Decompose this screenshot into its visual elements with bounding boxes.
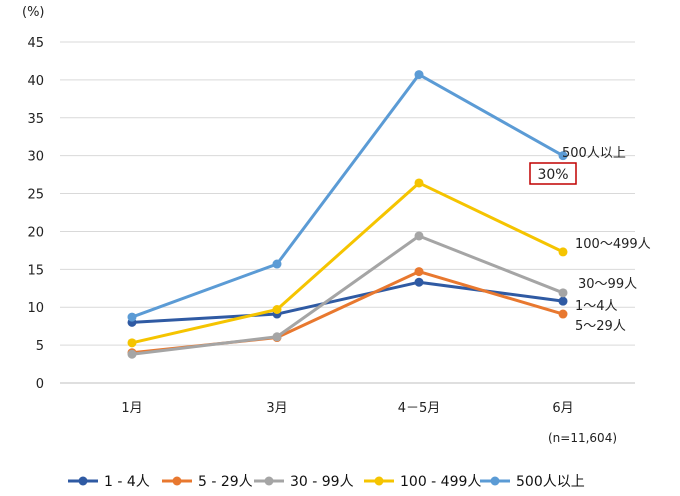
data-point [558,309,568,319]
legend-swatch-marker [172,476,182,486]
callout-box [529,162,577,185]
series-end-label: 100～499人 [575,237,651,252]
legend-swatch-marker [264,476,274,486]
y-unit-label: (%) [22,5,45,20]
x-tick-label: 1月 [121,401,142,416]
data-point [414,267,424,277]
y-tick-label: 25 [27,188,44,203]
y-tick-label: 5 [36,339,44,354]
x-tick-label: 3月 [266,401,287,416]
y-tick-label: 20 [27,225,44,240]
series-2 [127,231,568,359]
legend-label: 1 - 4人 [104,474,150,490]
data-point [558,247,568,257]
legend-item: 30 - 99人 [254,474,354,490]
series-1 [127,267,568,358]
data-point [272,332,282,342]
data-point [127,349,137,359]
legend-item: 5 - 29人 [162,474,253,490]
y-tick-label: 35 [27,112,44,127]
gridlines [60,41,635,384]
sample-size-note: (n=11,604) [548,431,617,445]
data-point [272,259,282,269]
series-end-label: 30～99人 [578,277,637,292]
legend-label: 5 - 29人 [198,474,253,490]
y-tick-label: 0 [36,377,44,392]
data-point [558,296,568,306]
series-line [131,270,564,355]
legend: 1 - 4人 5 - 29人 30 - 99人 100 - 499人 500人以上 [68,474,585,490]
legend-item: 500人以上 [480,474,585,490]
series-end-label: 5～29人 [575,319,626,334]
callout-annotation: 30% [529,162,577,185]
y-tick-label: 30 [27,150,44,165]
legend-label: 100 - 499人 [400,474,481,490]
y-axis-ticks: 0 5 10 15 20 25 30 35 40 45 [27,36,44,392]
data-point [414,178,424,188]
x-axis-ticks: 1月 3月 4－5月 6月 [121,401,573,416]
callout-text: 30% [537,167,568,183]
legend-label: 500人以上 [516,474,585,490]
series-end-label: 1～4人 [575,299,618,314]
y-tick-label: 45 [27,36,44,51]
y-tick-label: 40 [27,74,44,89]
y-tick-label: 15 [27,263,44,278]
series-4 [127,70,568,322]
data-point [414,231,424,241]
data-point [127,338,137,348]
series-line [131,181,564,345]
x-tick-label: 4－5月 [398,401,441,416]
series-lines [127,70,568,359]
data-point [558,151,568,161]
legend-label: 30 - 99人 [290,474,354,490]
legend-swatch-marker [78,476,88,486]
series-line [131,73,564,319]
series-line [131,234,564,356]
end-labels: 1～4人 5～29人 30～99人 100～499人 500人以上 [562,146,651,334]
legend-item: 100 - 499人 [364,474,481,490]
legend-swatch-marker [490,476,500,486]
data-point [127,312,137,322]
series-3 [127,178,568,348]
x-tick-label: 6月 [552,401,573,416]
y-tick-label: 10 [27,301,44,316]
legend-item: 1 - 4人 [68,474,150,490]
data-point [558,288,568,298]
data-point [272,304,282,314]
data-point [414,70,424,80]
legend-swatch-marker [374,476,384,486]
series-end-label: 500人以上 [562,146,626,161]
data-point [414,277,424,287]
